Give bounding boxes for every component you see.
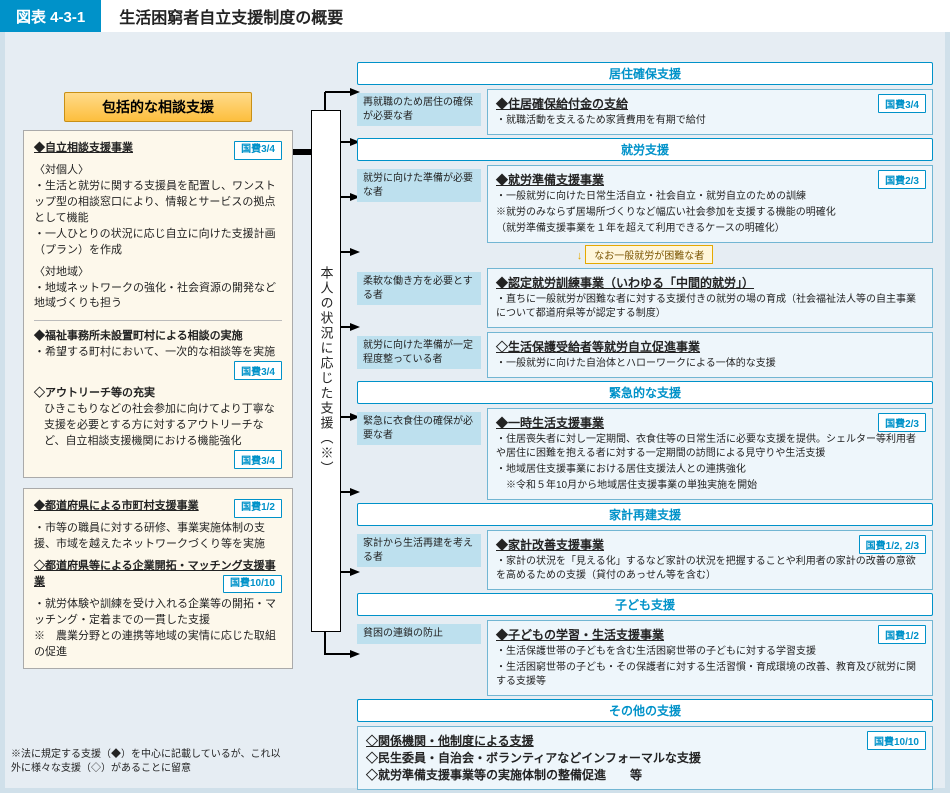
detail-heading: ◆一時生活支援事業 bbox=[496, 414, 924, 431]
detail-box: ◆就労準備支援事業国費2/3・一般就労に向けた日常生活自立・社会自立・就労自立の… bbox=[487, 165, 933, 243]
text: 〈対地域〉 bbox=[34, 265, 282, 281]
kokuhi-badge: 国費3/4 bbox=[234, 450, 282, 469]
detail-text: ・直ちに一般就労が困難な者に対する支援付きの就労の場の育成（社会福祉法人等の自主… bbox=[496, 293, 924, 321]
kokuhi-badge: 国費2/3 bbox=[878, 413, 926, 432]
condition-box: 就労に向けた準備が一定程度整っている者 bbox=[357, 336, 481, 369]
detail-box: ◆一時生活支援事業国費2/3・住居喪失者に対し一定期間、衣食住等の日常生活に必要… bbox=[487, 408, 933, 500]
condition-box: 緊急に衣食住の確保が必要な者 bbox=[357, 412, 481, 445]
detail-text: ・地域居住支援事業における居住支援法人との連携強化 bbox=[496, 463, 924, 477]
detail-text: ・就職活動を支えるため家賃費用を有期で給付 bbox=[496, 114, 924, 128]
condition-box: 再就職のため居住の確保が必要な者 bbox=[357, 93, 481, 126]
text: ・地域ネットワークの強化・社会資源の開発など地域づくりも担う bbox=[34, 281, 282, 313]
kokuhi-badge: 国費10/10 bbox=[867, 731, 926, 750]
kokuhi-badge: 国費1/2 bbox=[878, 625, 926, 644]
detail-heading: ◆認定就労訓練事業（いわゆる「中間的就労」） bbox=[496, 274, 924, 291]
left-heading: 包括的な相談支援 bbox=[64, 92, 252, 122]
category-label: その他の支援 bbox=[357, 699, 933, 722]
detail-box: ◇関係機関・他制度による支援国費10/10◇民生委員・自治会・ボランティアなどイ… bbox=[357, 726, 933, 790]
left-box-prefecture: ◆都道府県による市町村支援事業 国費1/2 ・市等の職員に対する研修、事業実施体… bbox=[23, 488, 293, 669]
detail-heading: ◆就労準備支援事業 bbox=[496, 171, 924, 188]
kokuhi-badge: 国費1/2 bbox=[234, 499, 282, 518]
kokuhi-badge: 国費1/2, 2/3 bbox=[859, 535, 926, 554]
kokuhi-badge: 国費2/3 bbox=[878, 170, 926, 189]
page: 図表 4-3-1 生活困窮者自立支援制度の概要 包括的な相談支援 ◆自立相談支援… bbox=[0, 0, 950, 793]
heading: ◆自立相談支援事業 bbox=[34, 142, 133, 154]
detail-heading: ◇生活保護受給者等就労自立促進事業 bbox=[496, 338, 924, 355]
detail-text: ◇民生委員・自治会・ボランティアなどインフォーマルな支援 bbox=[366, 749, 924, 766]
title-bar: 図表 4-3-1 生活困窮者自立支援制度の概要 bbox=[0, 0, 950, 32]
detail-text: ※令和５年10月から地域居住支援事業の単独実施を開始 bbox=[496, 479, 924, 493]
category: 就労支援就労に向けた準備が必要な者◆就労準備支援事業国費2/3・一般就労に向けた… bbox=[357, 138, 933, 378]
footnote: ※法に規定する支援（◆）を中心に記載しているが、これ以外に様々な支援（◇）がある… bbox=[11, 748, 281, 776]
text: ・就労体験や訓練を受け入れる企業等の開拓・マッチング・定着までの一貫した支援 bbox=[34, 597, 282, 629]
detail-box: ◆認定就労訓練事業（いわゆる「中間的就労」） ・直ちに一般就労が困難な者に対する支… bbox=[487, 268, 933, 328]
heading: ◆福祉事務所未設置町村による相談の実施 bbox=[34, 330, 243, 342]
figure-title: 生活困窮者自立支援制度の概要 bbox=[101, 0, 361, 32]
figure-number-badge: 図表 4-3-1 bbox=[0, 0, 101, 32]
text: ・市等の職員に対する研修、事業実施体制の支援、市域を越えたネットワークづくり等を… bbox=[34, 521, 282, 553]
detail-text: ・生活保護世帯の子どもを含む生活困窮世帯の子どもに対する学習支援 bbox=[496, 645, 924, 659]
detail-box: ◇生活保護受給者等就労自立促進事業・一般就労に向けた自治体とハローワークによる一… bbox=[487, 332, 933, 378]
left-column: 包括的な相談支援 ◆自立相談支援事業 国費3/4 〈対個人〉 ・生活と就労に関す… bbox=[23, 92, 293, 679]
detail-heading: ◆子どもの学習・生活支援事業 bbox=[496, 626, 924, 643]
detail-text: ・住居喪失者に対し一定期間、衣食住等の日常生活に必要な支援を提供。シェルター等利… bbox=[496, 433, 924, 461]
kokuhi-badge: 国費3/4 bbox=[878, 94, 926, 113]
kokuhi-badge: 国費3/4 bbox=[234, 141, 282, 160]
category: 緊急的な支援緊急に衣食住の確保が必要な者◆一時生活支援事業国費2/3・住居喪失者… bbox=[357, 381, 933, 500]
detail-text: ・生活困窮世帯の子ども・その保護者に対する生活習慣・育成環境の改善、教育及び就労… bbox=[496, 661, 924, 689]
detail-text: （就労準備支援事業を１年を超えて利用できるケースの明確化） bbox=[496, 222, 924, 236]
kokuhi-badge: 国費10/10 bbox=[223, 575, 282, 594]
right-column: 居住確保支援再就職のため居住の確保が必要な者◆住居確保給付金の支給国費3/4・就… bbox=[357, 62, 933, 793]
category-label: 家計再建支援 bbox=[357, 503, 933, 526]
text: 〈対個人〉 bbox=[34, 163, 282, 179]
detail-text: ・一般就労に向けた日常生活自立・社会自立・就労自立のための訓練 bbox=[496, 190, 924, 204]
detail-text: ・家計の状況を「見える化」するなど家計の状況を把握することや利用者の家計の改善の… bbox=[496, 555, 924, 583]
condition-box: 柔軟な働き方を必要とする者 bbox=[357, 272, 481, 305]
central-spine: 本人の状況に応じた支援（※） bbox=[311, 110, 341, 632]
detail-text: ※就労のみならず居場所づくりなど幅広い社会参加を支援する機能の明確化 bbox=[496, 206, 924, 220]
detail-box: ◆子どもの学習・生活支援事業国費1/2・生活保護世帯の子どもを含む生活困窮世帯の… bbox=[487, 620, 933, 696]
detail-heading: ◆住居確保給付金の支給 bbox=[496, 95, 924, 112]
note-box: なお一般就労が困難な者 bbox=[585, 245, 713, 264]
category: 居住確保支援再就職のため居住の確保が必要な者◆住居確保給付金の支給国費3/4・就… bbox=[357, 62, 933, 135]
category: その他の支援 ◇関係機関・他制度による支援国費10/10◇民生委員・自治会・ボラン… bbox=[357, 699, 933, 790]
text: ・生活と就労に関する支援員を配置し、ワンストップ型の相談窓口により、情報とサービ… bbox=[34, 179, 282, 227]
condition-box: 貧困の連鎖の防止 bbox=[357, 624, 481, 644]
detail-text: ・一般就労に向けた自治体とハローワークによる一体的な支援 bbox=[496, 357, 924, 371]
left-box-consultation: ◆自立相談支援事業 国費3/4 〈対個人〉 ・生活と就労に関する支援員を配置し、… bbox=[23, 130, 293, 478]
text: ・希望する町村において、一次的な相談等を実施 bbox=[34, 345, 282, 361]
text: ・一人ひとりの状況に応じ自立に向けた支援計画（プラン）を作成 bbox=[34, 227, 282, 259]
text: ※ 農業分野との連携等地域の実情に応じた取組の促進 bbox=[34, 629, 282, 661]
detail-box: ◆住居確保給付金の支給国費3/4・就職活動を支えるため家賃費用を有期で給付 bbox=[487, 89, 933, 135]
category: 子ども支援貧困の連鎖の防止 ◆子どもの学習・生活支援事業国費1/2・生活保護世帯の… bbox=[357, 593, 933, 696]
category-label: 緊急的な支援 bbox=[357, 381, 933, 404]
diagram-canvas: 包括的な相談支援 ◆自立相談支援事業 国費3/4 〈対個人〉 ・生活と就労に関す… bbox=[5, 32, 945, 788]
category-label: 子ども支援 bbox=[357, 593, 933, 616]
condition-box: 家計から生活再建を考える者 bbox=[357, 534, 481, 567]
detail-text: ◇就労準備支援事業等の実施体制の整備促進 等 bbox=[366, 766, 924, 783]
kokuhi-badge: 国費3/4 bbox=[234, 361, 282, 380]
condition-box: 就労に向けた準備が必要な者 bbox=[357, 169, 481, 202]
detail-box: ◆家計改善支援事業国費1/2, 2/3・家計の状況を「見える化」するなど家計の状… bbox=[487, 530, 933, 590]
category-label: 就労支援 bbox=[357, 138, 933, 161]
detail-heading: ◇関係機関・他制度による支援 bbox=[366, 732, 924, 749]
category-label: 居住確保支援 bbox=[357, 62, 933, 85]
down-arrow-icon: ↓ bbox=[577, 250, 583, 262]
text: ひきこもりなどの社会参加に向けてより丁寧な支援を必要とする方に対するアウトリーチ… bbox=[44, 402, 282, 450]
heading: ◇アウトリーチ等の充実 bbox=[34, 387, 155, 399]
heading: ◆都道府県による市町村支援事業 bbox=[34, 500, 199, 512]
category: 家計再建支援家計から生活再建を考える者◆家計改善支援事業国費1/2, 2/3・家… bbox=[357, 503, 933, 590]
